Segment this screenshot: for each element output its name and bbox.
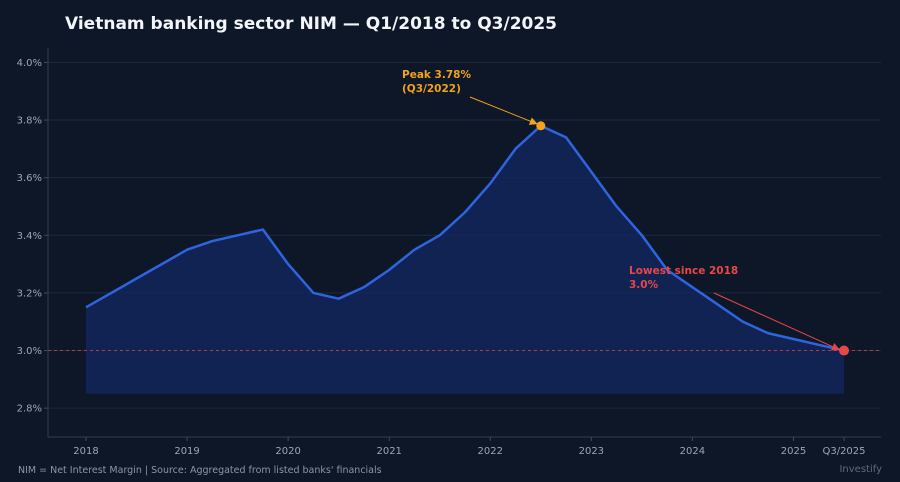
y-tick-label: 2.8%: [17, 404, 42, 415]
footer-note: NIM = Net Interest Margin | Source: Aggr…: [18, 465, 382, 476]
y-tick-label: 3.2%: [17, 288, 42, 299]
brand-watermark: Investify: [839, 464, 882, 475]
low-arrow: [713, 292, 840, 351]
low-label: Lowest since 2018: [629, 265, 738, 277]
x-tick-label: 2024: [680, 446, 705, 457]
x-tick-label: Q3/2025: [822, 446, 865, 457]
x-tick-label: 2018: [73, 446, 98, 457]
area-fill: [86, 125, 844, 394]
y-tick-label: 3.0%: [17, 346, 42, 357]
y-tick-label: 3.4%: [17, 231, 42, 242]
area-layer: [48, 124, 881, 394]
axes: 2.8% 3.0% 3.2% 3.4% 3.6% 3.8% 4.0% 2018 2019 2020…: [17, 48, 881, 457]
low-label-sub: 3.0%: [629, 279, 659, 291]
annotations: Peak 3.78% (Q3/2022) Lowest since 2018 3.0%: [402, 69, 849, 356]
peak-marker: [536, 121, 546, 131]
peak-label: Peak 3.78%: [402, 69, 471, 81]
x-tick-label: 2020: [275, 446, 300, 457]
peak-label-sub: (Q3/2022): [402, 83, 461, 95]
y-tick-label: 3.8%: [17, 116, 42, 127]
x-tick-label: 2023: [579, 446, 604, 457]
x-tick-label: 2025: [781, 446, 806, 457]
x-tick-label: 2022: [478, 446, 503, 457]
y-tick-label: 4.0%: [17, 58, 42, 69]
x-tick-label: 2021: [376, 446, 401, 457]
chart-title: Vietnam banking sector NIM — Q1/2018 to …: [65, 14, 558, 34]
low-marker: [839, 345, 849, 356]
x-tick-label: 2019: [174, 446, 199, 457]
series-line: [85, 124, 845, 352]
peak-arrow: [469, 96, 538, 125]
y-tick-label: 3.6%: [17, 173, 42, 184]
